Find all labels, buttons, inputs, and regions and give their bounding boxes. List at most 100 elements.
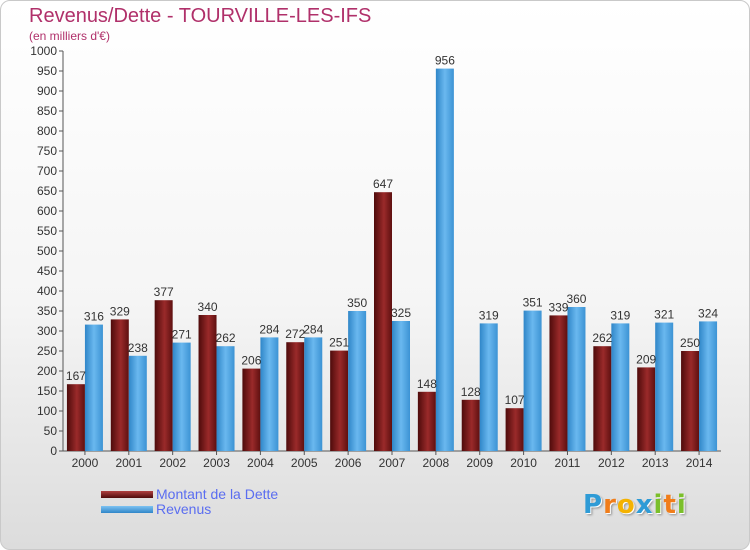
bar-revenue [655, 322, 674, 451]
bar-revenue [699, 321, 718, 451]
bar-revenue [523, 310, 542, 451]
data-label-revenue: 325 [391, 306, 411, 320]
proxiti-logo: Proxiti [583, 490, 687, 520]
data-label-debt: 329 [110, 304, 130, 318]
y-tick-label: 100 [37, 404, 57, 418]
x-tick-label: 2000 [72, 456, 99, 470]
data-label-debt: 250 [680, 336, 700, 350]
x-tick-label: 2014 [686, 456, 713, 470]
data-label-debt: 339 [548, 300, 568, 314]
data-label-debt: 262 [592, 331, 612, 345]
data-label-revenue: 238 [128, 341, 148, 355]
data-label-revenue: 319 [610, 308, 630, 322]
x-tick-label: 2009 [466, 456, 493, 470]
x-tick-label: 2007 [379, 456, 406, 470]
bar-debt [505, 408, 524, 451]
bar-revenue [479, 323, 498, 451]
bar-debt [549, 315, 568, 451]
chart-title: Revenus/Dette - TOURVILLE-LES-IFS [29, 5, 372, 27]
data-label-debt: 206 [241, 354, 261, 368]
logo-letter: t [663, 490, 677, 520]
data-label-debt: 377 [154, 285, 174, 299]
x-tick-label: 2006 [335, 456, 362, 470]
y-tick-label: 500 [37, 244, 57, 258]
bar-debt [681, 351, 700, 451]
y-tick-label: 0 [50, 444, 57, 458]
data-label-revenue: 321 [654, 308, 674, 322]
y-tick-label: 600 [37, 204, 57, 218]
data-label-debt: 148 [417, 377, 437, 391]
bar-debt [154, 300, 173, 451]
data-label-debt: 340 [198, 300, 218, 314]
logo-letter: x [635, 490, 654, 520]
data-label-revenue: 316 [84, 310, 104, 324]
bar-revenue [567, 307, 586, 451]
x-tick-label: 2013 [642, 456, 669, 470]
data-label-revenue: 350 [347, 296, 367, 310]
data-label-revenue: 319 [479, 308, 499, 322]
bar-revenue [435, 68, 454, 451]
legend-label-revenue: Revenus [156, 501, 212, 517]
y-tick-label: 700 [37, 164, 57, 178]
data-label-revenue: 271 [172, 328, 192, 342]
y-tick-label: 300 [37, 324, 57, 338]
logo-letter: r [603, 490, 617, 520]
x-tick-label: 2005 [291, 456, 318, 470]
data-label-revenue: 351 [523, 296, 543, 310]
y-tick-label: 400 [37, 284, 57, 298]
data-label-debt: 128 [461, 385, 481, 399]
bar-revenue [84, 324, 103, 451]
y-tick-label: 650 [37, 184, 57, 198]
bar-revenue [392, 321, 410, 451]
y-tick-label: 950 [37, 64, 57, 78]
bar-debt [593, 346, 612, 451]
bar-debt [110, 319, 129, 451]
bar-debt [330, 350, 349, 451]
bar-debt [374, 192, 392, 451]
bar-revenue [216, 346, 235, 451]
bar-debt [66, 384, 85, 451]
y-tick-label: 450 [37, 264, 57, 278]
data-label-revenue: 284 [259, 322, 279, 336]
data-label-revenue: 262 [216, 331, 236, 345]
data-label-revenue: 324 [698, 306, 718, 320]
legend-label-debt: Montant de la Dette [156, 486, 279, 502]
bar-revenue [260, 337, 279, 451]
y-tick-label: 800 [37, 124, 57, 138]
x-tick-label: 2012 [598, 456, 625, 470]
y-tick-label: 850 [37, 104, 57, 118]
bar-debt [417, 391, 436, 451]
bar-revenue [348, 311, 367, 451]
x-tick-label: 2011 [555, 456, 581, 470]
x-tick-label: 2008 [423, 456, 450, 470]
bar-revenue [304, 337, 323, 451]
y-tick-label: 150 [37, 384, 57, 398]
y-tick-label: 200 [37, 364, 57, 378]
bar-debt [198, 315, 217, 451]
data-label-revenue: 956 [435, 54, 455, 68]
logo-letter: P [583, 490, 604, 520]
bar-debt [286, 342, 305, 451]
y-tick-label: 1000 [30, 44, 57, 58]
chart-subtitle: (en milliers d'€) [29, 29, 110, 43]
legend-swatch-debt [101, 491, 153, 498]
x-tick-label: 2002 [159, 456, 186, 470]
y-tick-label: 350 [37, 304, 57, 318]
legend-swatch-revenue [101, 506, 153, 513]
data-label-debt: 272 [285, 327, 305, 341]
y-tick-label: 900 [37, 84, 57, 98]
data-label-debt: 209 [636, 352, 656, 366]
y-tick-label: 550 [37, 224, 57, 238]
y-tick-label: 50 [44, 424, 58, 438]
x-tick-label: 2003 [203, 456, 230, 470]
x-tick-label: 2004 [247, 456, 274, 470]
x-tick-label: 2001 [115, 456, 142, 470]
bar-revenue [128, 355, 147, 451]
x-tick-label: 2010 [510, 456, 537, 470]
bar-debt [637, 367, 656, 451]
bar-debt [242, 368, 261, 451]
data-label-debt: 647 [373, 177, 393, 191]
data-label-revenue: 360 [566, 292, 586, 306]
